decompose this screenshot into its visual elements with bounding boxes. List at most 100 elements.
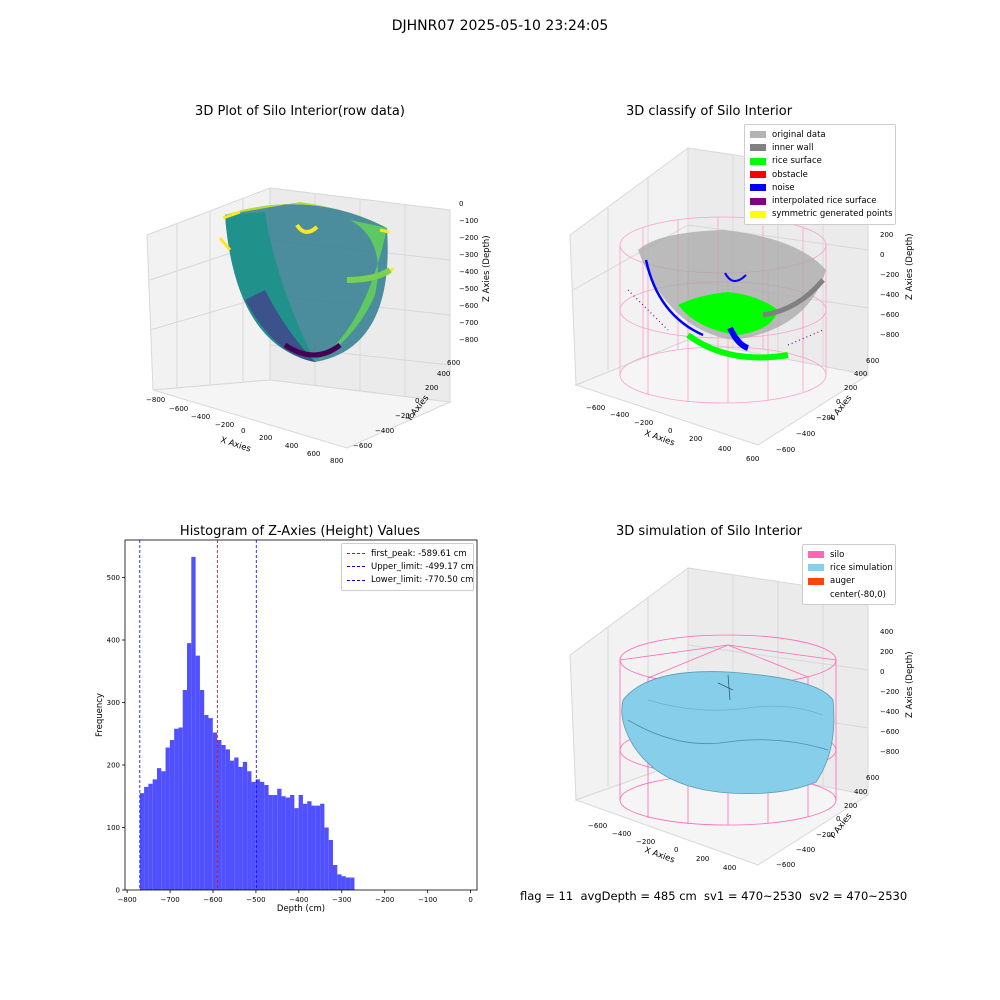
svg-text:−800: −800 xyxy=(459,336,478,344)
histogram-y-ticks: 0 100 200 300 400 500 xyxy=(107,574,125,895)
histogram-bar xyxy=(225,749,230,890)
histogram-bar xyxy=(337,874,342,890)
rice-simulation-surface xyxy=(621,671,835,795)
histogram-legend: first_peak: -589.61 cm Upper_limit: -499… xyxy=(341,543,474,591)
svg-text:−400: −400 xyxy=(796,846,815,854)
histogram-bar xyxy=(178,727,183,890)
classify-plot-title: 3D classify of Silo Interior xyxy=(625,104,793,119)
figure-title: DJHNR07 2025-05-10 23:24:05 xyxy=(391,18,609,34)
svg-text:−200: −200 xyxy=(816,831,835,839)
histogram-bar xyxy=(148,783,153,890)
interpolated-swatch xyxy=(750,197,766,205)
histogram-bar xyxy=(350,877,355,890)
histogram-bar xyxy=(345,877,351,890)
histogram-bar xyxy=(199,690,205,890)
raw-x-ticks: −800 −600−400 −200 0 200 400 600 800 xyxy=(146,396,343,465)
legend-item-noise: noise xyxy=(750,181,890,194)
y-tick-label: 200 xyxy=(107,762,120,770)
svg-text:0: 0 xyxy=(668,427,672,435)
histogram-bar xyxy=(217,740,222,890)
histogram-bar xyxy=(161,771,166,890)
simulation-z-label: Z Axies (Depth) xyxy=(905,651,915,718)
svg-text:200: 200 xyxy=(425,384,438,392)
histogram-bar xyxy=(281,796,286,890)
raw-x-label: X Axies xyxy=(219,435,252,454)
histogram-bar xyxy=(320,803,325,890)
svg-text:400: 400 xyxy=(854,788,867,796)
svg-text:−600: −600 xyxy=(588,822,607,830)
histogram-bar xyxy=(242,761,248,890)
svg-text:−600: −600 xyxy=(880,728,899,736)
svg-text:−200: −200 xyxy=(634,419,653,427)
svg-text:−200: −200 xyxy=(816,414,835,422)
histogram-bar xyxy=(290,795,295,890)
classify-point-cloud xyxy=(627,230,826,361)
svg-text:−200: −200 xyxy=(636,838,655,846)
histogram-x-label: Depth (cm) xyxy=(277,904,325,914)
legend-item-lower-limit: Lower_limit: -770.50 cm xyxy=(347,574,473,587)
histogram-bar xyxy=(315,805,321,890)
x-tick-label: −500 xyxy=(246,896,265,904)
svg-text:−400: −400 xyxy=(796,430,815,438)
histogram-bar xyxy=(139,793,145,890)
histogram-bar xyxy=(195,655,200,890)
svg-text:−200: −200 xyxy=(880,271,899,279)
svg-text:−800: −800 xyxy=(880,331,899,339)
svg-text:−300: −300 xyxy=(459,251,478,259)
svg-text:0: 0 xyxy=(880,668,884,676)
rice-surface-swatch xyxy=(750,157,766,165)
histogram-bar xyxy=(212,732,218,890)
svg-text:−600: −600 xyxy=(586,404,605,412)
svg-text:0: 0 xyxy=(459,200,463,208)
svg-text:0: 0 xyxy=(674,846,678,854)
histogram-bar xyxy=(221,745,226,890)
legend-item-center: center(-80,0) xyxy=(808,588,890,601)
simulation-legend: silo rice simulation auger center(-80,0) xyxy=(802,544,896,606)
svg-text:−600: −600 xyxy=(880,311,899,319)
svg-text:600: 600 xyxy=(447,359,460,367)
auger-swatch xyxy=(808,577,824,585)
svg-text:200: 200 xyxy=(689,435,702,443)
obstacle-swatch xyxy=(750,171,766,179)
svg-text:200: 200 xyxy=(696,855,709,863)
histogram-bar xyxy=(247,771,252,890)
histogram-bar xyxy=(332,865,338,890)
silo-swatch xyxy=(808,551,824,559)
histogram-bar xyxy=(187,643,192,890)
histogram-bar xyxy=(182,690,188,890)
svg-text:−600: −600 xyxy=(776,861,795,869)
svg-text:−400: −400 xyxy=(880,291,899,299)
svg-text:−800: −800 xyxy=(146,396,165,404)
histogram-bar xyxy=(156,768,162,890)
histogram-bar xyxy=(268,795,273,890)
raw-y-ticks: −600−400−200 0 200 400 600 xyxy=(353,359,460,450)
svg-text:−400: −400 xyxy=(191,413,210,421)
svg-text:−200: −200 xyxy=(215,421,234,429)
svg-text:−400: −400 xyxy=(610,411,629,419)
histogram-bar xyxy=(285,797,291,890)
svg-text:−200: −200 xyxy=(459,234,478,242)
histogram-bar xyxy=(251,781,256,890)
svg-text:400: 400 xyxy=(718,445,731,453)
svg-text:−600: −600 xyxy=(459,302,478,310)
x-tick-label: −700 xyxy=(160,896,179,904)
classify-legend: original data inner wall rice surface ob… xyxy=(744,124,896,226)
svg-text:400: 400 xyxy=(285,442,298,450)
histogram-bar xyxy=(341,876,346,890)
histogram-bar xyxy=(307,801,312,890)
histogram-bar xyxy=(169,740,175,890)
histogram-axes-frame xyxy=(124,539,478,891)
svg-text:600: 600 xyxy=(746,455,759,463)
svg-text:400: 400 xyxy=(854,370,867,378)
svg-text:0: 0 xyxy=(415,397,419,405)
svg-text:0: 0 xyxy=(880,251,884,259)
histogram-bar xyxy=(264,785,269,890)
x-tick-label: −300 xyxy=(332,896,351,904)
svg-text:−400: −400 xyxy=(459,268,478,276)
x-tick-label: −800 xyxy=(118,896,137,904)
svg-text:200: 200 xyxy=(880,648,893,656)
svg-text:200: 200 xyxy=(880,231,893,239)
svg-text:−700: −700 xyxy=(459,319,478,327)
